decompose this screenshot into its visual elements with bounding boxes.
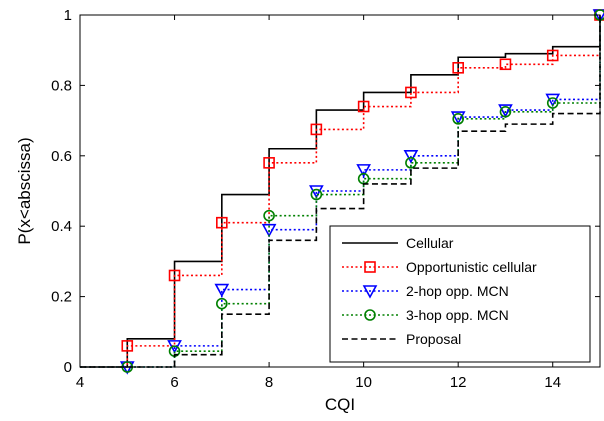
y-axis-title: P(x<abscissa) xyxy=(15,137,34,244)
x-tick-label: 12 xyxy=(450,374,467,391)
legend-marker xyxy=(362,285,378,299)
series-marker xyxy=(263,157,275,169)
series-marker xyxy=(357,100,370,113)
series-marker xyxy=(498,104,513,118)
series-marker xyxy=(450,111,466,125)
series-marker xyxy=(214,283,230,298)
y-tick-label: 1 xyxy=(64,7,72,24)
series-line xyxy=(80,15,601,368)
legend: Cellular Opportunistic cellular 2-hop opp.… xyxy=(329,225,591,363)
x-tick-label: 14 xyxy=(544,374,561,391)
series-marker xyxy=(499,106,512,118)
axes-layer: 4 6 8 10 12 14 0 0.2 0.4 0.6 0.8 1 xyxy=(51,7,601,391)
y-tick-label: 0.6 xyxy=(51,148,72,165)
x-tick-label: 6 xyxy=(170,374,178,391)
legend-label: Proposal xyxy=(406,331,461,347)
series-marker xyxy=(546,97,559,109)
x-axis-title: CQI xyxy=(325,395,355,414)
legend-item: 3-hop opp. MCN xyxy=(342,307,509,323)
series-marker xyxy=(263,209,275,222)
series-marker xyxy=(261,223,277,238)
legend-item: Opportunistic cellular xyxy=(342,259,537,275)
series-marker xyxy=(356,164,371,178)
legend-item: 2-hop opp. MCN xyxy=(342,283,509,299)
y-tick-label: 0.4 xyxy=(51,218,72,235)
series-layer xyxy=(80,9,604,375)
legend-label: 3-hop opp. MCN xyxy=(406,307,509,323)
x-tick-label: 4 xyxy=(76,374,84,391)
y-tick-label: 0.8 xyxy=(51,77,72,94)
axes-frame xyxy=(79,14,601,368)
series-marker xyxy=(405,86,417,99)
legend-marker xyxy=(364,309,376,321)
series-marker xyxy=(452,61,464,74)
series-marker xyxy=(216,297,228,310)
series-marker xyxy=(310,188,323,201)
series-marker xyxy=(121,340,134,352)
series-marker xyxy=(405,157,417,169)
series-marker xyxy=(499,58,512,71)
series-marker xyxy=(168,269,181,282)
series-marker xyxy=(452,113,464,125)
legend-item: Proposal xyxy=(342,331,461,347)
legend-item: Cellular xyxy=(342,235,454,251)
series-2 xyxy=(80,9,604,368)
series-line xyxy=(80,15,601,368)
series-marker xyxy=(403,150,419,164)
y-tick-label: 0.2 xyxy=(51,289,72,306)
series-marker xyxy=(546,49,559,62)
x-tick-label: 8 xyxy=(265,374,273,391)
x-tick-label: 10 xyxy=(355,374,372,391)
series-marker xyxy=(216,216,228,229)
series-marker xyxy=(310,123,323,136)
y-tick-label: 0 xyxy=(64,359,72,376)
legend-label: Cellular xyxy=(406,235,454,251)
legend-label: 2-hop opp. MCN xyxy=(406,283,509,299)
legend-marker xyxy=(364,261,376,273)
legend-label: Opportunistic cellular xyxy=(406,259,537,275)
